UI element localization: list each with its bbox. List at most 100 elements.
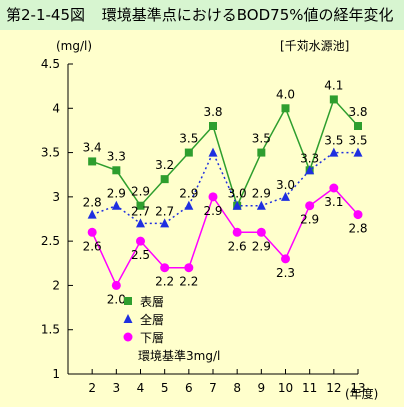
data-point (160, 263, 170, 273)
data-label: 3.5 (324, 134, 343, 148)
data-point (87, 227, 97, 237)
data-label: 2.7 (155, 204, 174, 218)
series-line (91, 97, 359, 208)
y-tick-label: 1 (52, 367, 60, 381)
data-label: 2.3 (276, 266, 295, 280)
location-note: [千苅水源池] (280, 39, 349, 53)
x-tick-label: 3 (113, 381, 121, 395)
y-tick-label: 2.5 (41, 234, 60, 248)
data-point (305, 201, 315, 211)
data-point (354, 122, 362, 130)
data-label: 2.9 (252, 187, 271, 201)
data-point (136, 236, 145, 246)
data-point (184, 200, 194, 210)
data-label: 3.3 (300, 151, 319, 165)
series-1: 3.4 3.3 2.9 3.2 3.5 3.8 3.5 4.0 4.1 3.8 (83, 78, 368, 210)
legend-marker (123, 332, 133, 342)
standard-annotation: 環境基準3mg/l (138, 348, 220, 363)
data-label: 2.9 (179, 187, 198, 201)
series-line (91, 150, 358, 225)
data-point (209, 122, 217, 130)
data-point (208, 192, 218, 202)
data-point (281, 254, 290, 264)
data-point (184, 263, 194, 273)
data-label: 3.8 (348, 105, 367, 119)
data-label: 2.8 (348, 222, 367, 236)
data-point (353, 147, 363, 157)
data-label: 3.5 (348, 134, 367, 148)
series-layer: 3.43.32.93.23.53.83.54.04.13.82.82.92.7 2… (83, 78, 368, 306)
x-tick-label: 5 (161, 381, 169, 395)
y-tick-label: 4.5 (41, 57, 60, 71)
figure-title: 環境基準点におけるBOD75%値の経年変化 (101, 6, 394, 24)
legend-label: 全層 (140, 312, 164, 327)
data-point (136, 218, 145, 228)
data-label: 3.3 (107, 149, 126, 163)
data-point (232, 200, 242, 210)
legend-label: 下層 (140, 331, 164, 345)
data-point (136, 201, 145, 210)
data-label: 2.2 (155, 275, 174, 289)
data-label: 2.5 (131, 248, 150, 262)
data-point (281, 191, 290, 201)
data-point (281, 104, 290, 113)
data-label: 2.8 (83, 196, 102, 210)
chart-area: (mg/l) [千苅水源池] (年度) 1 1.5 2 2.5 3 3.5 4 4.5 2 3 4 5… (0, 30, 404, 407)
data-label: 2.9 (107, 187, 126, 201)
data-label: 3.5 (252, 132, 271, 146)
x-tick-label: 12 (326, 381, 341, 395)
data-label: 2.6 (228, 239, 247, 253)
legend-label: 表層 (140, 295, 164, 309)
y-tick-label: 4 (52, 101, 60, 115)
x-tick-label: 4 (137, 381, 145, 395)
series-2: 2.8 2.9 2.7 2.7 2.9 3.0 2.9 3.0 3.3 3.5 3.5 (83, 134, 368, 228)
y-tick-label: 2 (52, 278, 60, 292)
y-axis-label: (mg/l) (56, 39, 92, 53)
data-point (88, 157, 97, 166)
x-tick-label: 2 (88, 381, 96, 395)
data-label: 3.1 (324, 195, 343, 209)
data-label: 2.9 (203, 204, 222, 218)
data-label: 3.2 (155, 158, 174, 172)
data-point (208, 147, 218, 157)
data-point (257, 148, 266, 157)
data-point (160, 175, 169, 184)
data-point (256, 227, 266, 237)
axes: 1 1.5 2 2.5 3 3.5 4 4.5 2 3 4 5 6 7 8 9 10 11 12 13 (41, 57, 366, 395)
data-point (184, 148, 193, 157)
data-label: 2.0 (107, 292, 126, 306)
data-point (329, 95, 338, 104)
data-point (111, 280, 121, 290)
y-tick-label: 3 (52, 190, 60, 204)
figure-header: 第2-1-45図 環境基準点におけるBOD75%値の経年変化 (0, 0, 404, 30)
x-axis-label: (年度) (345, 386, 378, 401)
data-point (305, 165, 315, 175)
data-label: 3.0 (228, 187, 247, 201)
x-tick-label: 13 (350, 381, 365, 395)
data-point (329, 147, 339, 157)
series-3: 2.6 2.0 2.5 2.2 2.2 2.9 2.6 2.9 2.3 2.9 3.1 2.8 (83, 183, 368, 306)
x-tick-label: 9 (258, 381, 266, 395)
data-point (256, 200, 266, 210)
data-point (232, 227, 242, 237)
figure-number: 第2-1-45図 (6, 6, 85, 24)
data-label: 4.0 (276, 87, 295, 101)
x-tick-label: 10 (278, 381, 293, 395)
data-point (160, 218, 170, 228)
legend-marker (124, 297, 132, 305)
data-point (87, 209, 97, 219)
x-tick-label: 8 (233, 381, 241, 395)
data-label: 2.2 (179, 275, 198, 289)
data-label: 2.9 (131, 185, 150, 199)
series-line (91, 186, 359, 288)
data-label: 3.0 (276, 178, 295, 192)
data-label: 3.4 (83, 140, 102, 154)
data-point (329, 183, 339, 193)
x-tick-label: 11 (302, 381, 317, 395)
x-tick-label: 7 (209, 381, 217, 395)
data-point (112, 166, 121, 175)
data-label: 2.9 (252, 239, 271, 253)
data-point (111, 200, 121, 210)
legend-marker (123, 314, 133, 323)
